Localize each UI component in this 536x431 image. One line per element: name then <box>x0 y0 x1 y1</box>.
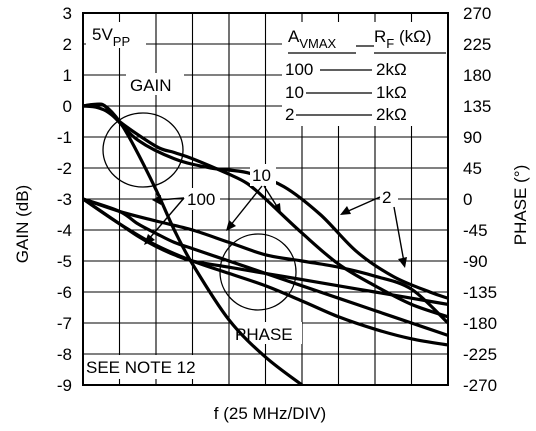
right-tick-label: -270 <box>463 376 497 395</box>
left-tick-label: -6 <box>57 283 72 302</box>
legend-row-2-gain: 10 <box>285 83 304 102</box>
left-tick-label: -4 <box>57 221 72 240</box>
left-tick-label: -3 <box>57 190 72 209</box>
phase-curve-6 <box>83 197 448 325</box>
callout-10-arrow-b <box>263 185 279 209</box>
right-tick-label: -135 <box>463 283 497 302</box>
callout-100-arrow-a <box>157 197 185 201</box>
legend-row-3-rf: 2kΩ <box>376 105 407 124</box>
right-tick-label: 90 <box>463 128 482 147</box>
right-tick-label: 270 <box>463 4 491 23</box>
right-tick-label: 0 <box>463 190 472 209</box>
gain-label: GAIN <box>130 76 172 95</box>
gain-curve-3 <box>83 104 448 300</box>
right-tick-label: 45 <box>463 159 482 178</box>
legend-row-1-gain: 100 <box>285 60 313 79</box>
y-axis-label-right: PHASE (°) <box>511 165 530 245</box>
callout-10-arrow-a <box>229 185 263 227</box>
callout-10: 10 <box>252 166 271 185</box>
left-axis-ticks: 3 2 1 0 -1 -2 -3 -4 -5 -6 -7 -8 -9 <box>57 4 72 395</box>
note-label: SEE NOTE 12 <box>86 358 196 377</box>
left-tick-label: -2 <box>57 159 72 178</box>
right-tick-label: -45 <box>463 221 488 240</box>
right-tick-label: 225 <box>463 35 491 54</box>
phase-label: PHASE <box>235 325 293 344</box>
left-tick-label: -9 <box>57 376 72 395</box>
callout-100: 100 <box>187 190 215 209</box>
series-layer <box>83 102 448 385</box>
legend-row-3-gain: 2 <box>285 105 294 124</box>
gain-curve-2 <box>83 102 448 319</box>
callout-2-arrow-a <box>345 196 381 213</box>
phase-curve-5 <box>83 197 448 337</box>
right-tick-label: 135 <box>463 97 491 116</box>
right-tick-label: 180 <box>463 66 491 85</box>
plot-border <box>82 12 449 386</box>
y-axis-label-left: GAIN (dB) <box>13 185 32 263</box>
left-tick-label: -8 <box>57 345 72 364</box>
phase-curve-7 <box>83 197 448 347</box>
right-tick-label: -90 <box>463 252 488 271</box>
supply-label: 5VPP <box>92 25 130 49</box>
left-tick-label: -7 <box>57 314 72 333</box>
left-tick-label: -5 <box>57 252 72 271</box>
callout-100-arrow-b <box>147 197 185 241</box>
gain-group-ellipse <box>102 112 184 188</box>
legend-row-1-rf: 2kΩ <box>376 60 407 79</box>
right-tick-label: -180 <box>463 314 497 333</box>
legend-header-rf: RF (kΩ) <box>374 27 432 51</box>
left-tick-label: 2 <box>63 35 72 54</box>
callout-2-arrow-b <box>393 206 405 263</box>
legend-row-2-rf: 1kΩ <box>376 83 407 102</box>
callout-2: 2 <box>382 188 391 207</box>
phase-group-ellipse <box>219 233 297 311</box>
left-tick-label: 3 <box>63 4 72 23</box>
x-axis-label: f (25 MHz/DIV) <box>214 404 326 423</box>
right-tick-label: -225 <box>463 345 497 364</box>
legend-header-gain: AVMAX <box>288 27 337 51</box>
left-tick-label: -1 <box>57 128 72 147</box>
left-tick-label: 1 <box>63 66 72 85</box>
left-tick-label: 0 <box>63 97 72 116</box>
right-axis-ticks: 270 225 180 135 90 45 0 -45 -90 -135 -180 -225 -270 <box>463 4 497 395</box>
